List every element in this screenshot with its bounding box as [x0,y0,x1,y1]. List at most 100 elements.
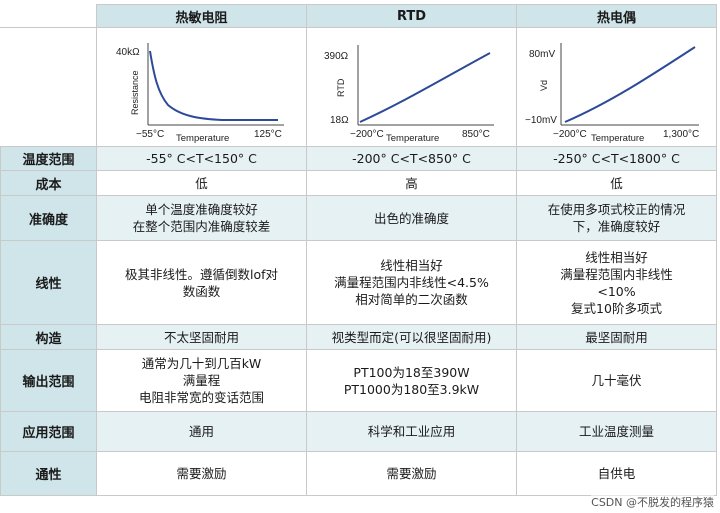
cell-line: 低 [610,175,623,191]
y-axis-title: RTD [336,78,346,97]
cell-line: -250° C<T<1800° C [553,151,680,166]
cell-line: 满量程范围内非线性 [560,266,673,282]
thermistor-chart-cell: 40kΩ Resistance −55°C Temperature 125°C [96,27,307,147]
cell-rtd: 出色的准确度 [306,195,517,241]
x-right-label: 1,300°C [663,129,699,140]
row-label: 成本 [0,170,97,196]
cell-line: 通常为几十到几百kW [141,356,262,371]
row-label: 输出范围 [0,349,97,412]
x-axis-title: Temperature [591,133,644,143]
cell-line: 低 [195,175,208,191]
cell-line: 线性相当好 [380,258,443,273]
cell-rtd: -200° C<T<850° C [306,146,517,171]
cell-line: 工业温度测量 [578,424,654,439]
y-top-label: 80mV [529,49,555,60]
cell-thermocouple: 自供电 [516,451,717,496]
cell-line: 极其非线性。遵循倒数lof对 [124,266,279,282]
row-label: 构造 [0,324,97,350]
cell-rtd: 高 [306,170,517,196]
cell-rtd: PT100为18至390W PT1000为180至3.9kW [306,349,517,412]
cell-line: 复式10阶多项式 [571,300,662,316]
cell-line: <10% [597,283,636,299]
cell-rtd: 需要激励 [306,451,517,496]
cell-thermistor: 单个温度准确度较好 在整个范围内准确度较差 [96,195,307,241]
corner-cell [0,4,97,28]
cell-line: 几十毫伏 [591,373,642,388]
cell-line: 需要激励 [386,466,437,481]
y-bottom-label: 18Ω [330,115,349,126]
cell-thermocouple: 低 [516,170,717,196]
cell-line: 科学和工业应用 [367,424,456,439]
cell-rtd: 线性相当好 满量程范围内非线性<4.5% 相对简单的二次函数 [306,240,517,325]
row-cost: 成本 低 高 低 [0,170,717,196]
cell-rtd: 科学和工业应用 [306,411,517,452]
cell-thermocouple: 最坚固耐用 [516,324,717,350]
cell-line: 满量程范围内非线性<4.5% [334,275,489,290]
cell-line: 最坚固耐用 [585,329,648,345]
y-axis-title: Vd [539,80,549,91]
cell-thermocouple: 在使用多项式校正的情况 下，准确度较好 [516,195,717,241]
cell-line: 电阻非常宽的变话范围 [138,390,264,405]
sensor-comparison-table: 热敏电阻 RTD 热电偶 40kΩ Resistance −55°C Tempe… [0,4,717,496]
cell-line: PT1000为180至3.9kW [343,381,480,397]
cell-line: 满量程 [182,373,221,388]
chart-row: 40kΩ Resistance −55°C Temperature 125°C … [0,27,717,147]
cell-line: 自供电 [597,466,636,481]
thermistor-curve-chart: 40kΩ Resistance −55°C Temperature 125°C [116,43,284,143]
cell-thermistor: 通用 [96,411,307,452]
x-left-label: −55°C [136,129,164,140]
cell-line: -55° C<T<150° C [146,151,257,166]
rtd-curve-chart: 390Ω 18Ω RTD −200°C Temperature 850°C [324,45,494,143]
thermistor-curve [148,50,278,121]
cell-thermistor: 极其非线性。遵循倒数lof对 数函数 [96,240,307,325]
cell-line: 通用 [188,424,214,439]
cell-line: -200° C<T<850° C [352,151,471,166]
cell-thermocouple: 线性相当好 满量程范围内非线性 <10% 复式10阶多项式 [516,240,717,325]
cell-thermocouple: -250° C<T<1800° C [516,146,717,171]
thermocouple-curve [564,46,696,123]
cell-line: 数函数 [182,283,221,299]
y-axis-title: Resistance [130,70,140,115]
column-header-rtd: RTD [306,4,517,28]
chart-row-blank [0,27,97,147]
cell-line: 出色的准确度 [373,210,449,226]
cell-line: 在整个范围内准确度较差 [132,219,271,234]
row-accuracy: 准确度 单个温度准确度较好 在整个范围内准确度较差 出色的准确度 在使用多项式校… [0,195,717,241]
row-commonality: 通性 需要激励 需要激励 自供电 [0,451,717,496]
x-axis-title: Temperature [176,133,229,143]
row-temperature-range: 温度范围 -55° C<T<150° C -200° C<T<850° C -2… [0,146,717,171]
cell-line: 相对简单的二次函数 [355,292,468,307]
row-label: 线性 [0,240,97,325]
cell-line: 下，准确度较好 [572,219,661,234]
cell-line: 不太坚固耐用 [163,329,239,345]
thermocouple-curve-chart: 80mV −10mV Vd −200°C Temperature 1,300°C [525,43,699,143]
row-output-range: 输出范围 通常为几十到几百kW 满量程 电阻非常宽的变话范围 PT100为18至… [0,349,717,412]
watermark: CSDN @不脱发的程序猿 [591,494,714,510]
cell-line: 在使用多项式校正的情况 [547,202,686,217]
cell-thermistor: 低 [96,170,307,196]
cell-thermistor: -55° C<T<150° C [96,146,307,171]
y-bottom-label: −10mV [525,115,557,126]
column-header-thermistor: 热敏电阻 [96,4,307,28]
y-top-label: 40kΩ [116,47,140,58]
cell-rtd: 视类型而定(可以很坚固耐用) [306,324,517,350]
x-right-label: 125°C [254,129,282,140]
cell-thermistor: 通常为几十到几百kW 满量程 电阻非常宽的变话范围 [96,349,307,412]
cell-line: 高 [405,175,418,191]
header-row: 热敏电阻 RTD 热电偶 [0,4,717,28]
rtd-curve [359,52,490,123]
x-left-label: −200°C [553,129,587,140]
cell-line: 线性相当好 [585,249,648,265]
row-applications: 应用范围 通用 科学和工业应用 工业温度测量 [0,411,717,452]
cell-line: PT100为18至390W [353,364,470,380]
column-header-thermocouple: 热电偶 [516,4,717,28]
cell-thermistor: 需要激励 [96,451,307,496]
cell-thermocouple: 工业温度测量 [516,411,717,452]
rtd-chart-cell: 390Ω 18Ω RTD −200°C Temperature 850°C [306,27,517,147]
row-label: 应用范围 [0,411,97,452]
cell-line: 单个温度准确度较好 [145,202,258,217]
x-left-label: −200°C [350,129,384,140]
cell-thermistor: 不太坚固耐用 [96,324,307,350]
y-top-label: 390Ω [324,51,349,62]
x-axis-title: Temperature [386,133,439,143]
